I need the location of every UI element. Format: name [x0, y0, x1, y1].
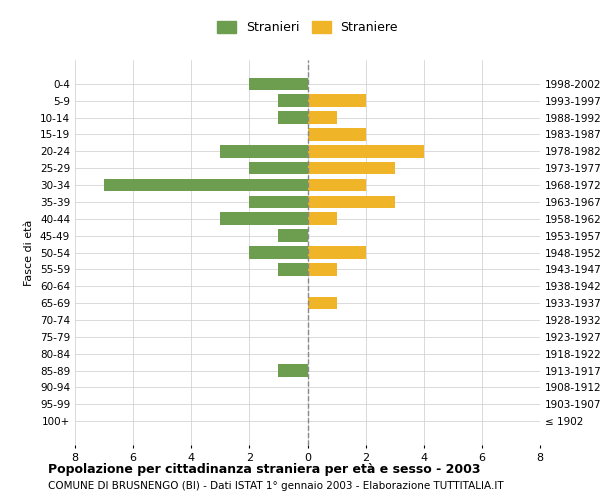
Bar — [308, 178, 365, 192]
Bar — [278, 230, 308, 242]
Bar — [104, 178, 308, 192]
Bar — [250, 246, 308, 259]
Bar — [220, 212, 308, 225]
Bar — [308, 145, 424, 158]
Bar — [308, 246, 365, 259]
Bar — [250, 78, 308, 90]
Bar — [220, 145, 308, 158]
Bar — [308, 297, 337, 310]
Bar — [308, 196, 395, 208]
Y-axis label: Fasce di età: Fasce di età — [25, 220, 34, 286]
Bar — [250, 196, 308, 208]
Bar — [308, 128, 365, 141]
Text: Popolazione per cittadinanza straniera per età e sesso - 2003: Popolazione per cittadinanza straniera p… — [48, 462, 481, 475]
Bar — [278, 263, 308, 276]
Bar — [308, 263, 337, 276]
Legend: Stranieri, Straniere: Stranieri, Straniere — [212, 16, 403, 39]
Bar — [278, 111, 308, 124]
Bar — [278, 94, 308, 107]
Bar — [308, 212, 337, 225]
Bar — [308, 111, 337, 124]
Bar — [250, 162, 308, 174]
Bar — [278, 364, 308, 377]
Text: COMUNE DI BRUSNENGO (BI) - Dati ISTAT 1° gennaio 2003 - Elaborazione TUTTITALIA.: COMUNE DI BRUSNENGO (BI) - Dati ISTAT 1°… — [48, 481, 503, 491]
Bar — [308, 162, 395, 174]
Bar — [308, 94, 365, 107]
